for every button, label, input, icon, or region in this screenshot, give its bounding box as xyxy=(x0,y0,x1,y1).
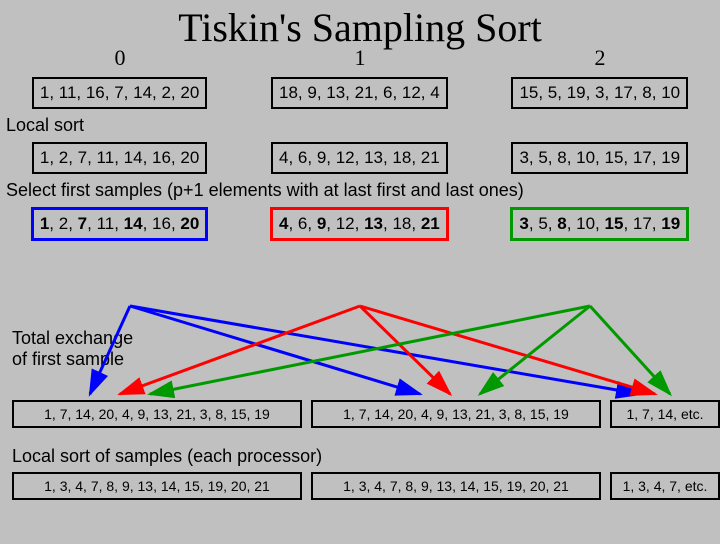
exchange-0: 1, 7, 14, 20, 4, 9, 13, 21, 3, 8, 15, 19 xyxy=(12,400,302,428)
unsorted-2: 15, 5, 19, 3, 17, 8, 10 xyxy=(511,77,688,109)
label-select: Select first samples (p+1 elements with … xyxy=(6,180,720,201)
label-local-sort: Local sort xyxy=(6,115,720,136)
page-title: Tiskin's Sampling Sort xyxy=(0,4,720,51)
sorted-1: 4, 6, 9, 12, 13, 18, 21 xyxy=(271,142,448,174)
exchange-1: 1, 7, 14, 20, 4, 9, 13, 21, 3, 8, 15, 19 xyxy=(311,400,601,428)
sample-box-1: 4, 6, 9, 12, 13, 18, 21 xyxy=(270,207,449,241)
exchange-2: 1, 7, 14, etc. xyxy=(610,400,720,428)
label-exchange: Total exchange of first sample xyxy=(12,328,133,370)
label-sort-samples: Local sort of samples (each processor) xyxy=(12,446,322,467)
sample-box-0: 1, 2, 7, 11, 14, 16, 20 xyxy=(31,207,209,241)
sorted-0: 1, 2, 7, 11, 14, 16, 20 xyxy=(32,142,207,174)
col-2: 2 xyxy=(480,45,720,71)
sorted-2: 3, 5, 8, 10, 15, 17, 19 xyxy=(511,142,688,174)
row-samples: 1, 2, 7, 11, 14, 16, 20 4, 6, 9, 12, 13, … xyxy=(0,207,720,241)
row-sorted-samples: 1, 3, 4, 7, 8, 9, 13, 14, 15, 19, 20, 21… xyxy=(6,472,720,500)
row-sorted: 1, 2, 7, 11, 14, 16, 20 4, 6, 9, 12, 13,… xyxy=(0,142,720,174)
sorted-samples-1: 1, 3, 4, 7, 8, 9, 13, 14, 15, 19, 20, 21 xyxy=(311,472,601,500)
column-headers: 0 1 2 xyxy=(0,45,720,71)
unsorted-1: 18, 9, 13, 21, 6, 12, 4 xyxy=(271,77,448,109)
sample-box-2: 3, 5, 8, 10, 15, 17, 19 xyxy=(510,207,689,241)
unsorted-0: 1, 11, 16, 7, 14, 2, 20 xyxy=(32,77,207,109)
sorted-samples-2: 1, 3, 4, 7, etc. xyxy=(610,472,720,500)
sorted-samples-0: 1, 3, 4, 7, 8, 9, 13, 14, 15, 19, 20, 21 xyxy=(12,472,302,500)
col-0: 0 xyxy=(0,45,240,71)
row-exchange: 1, 7, 14, 20, 4, 9, 13, 21, 3, 8, 15, 19… xyxy=(6,400,720,428)
row-unsorted: 1, 11, 16, 7, 14, 2, 20 18, 9, 13, 21, 6… xyxy=(0,77,720,109)
col-1: 1 xyxy=(240,45,480,71)
